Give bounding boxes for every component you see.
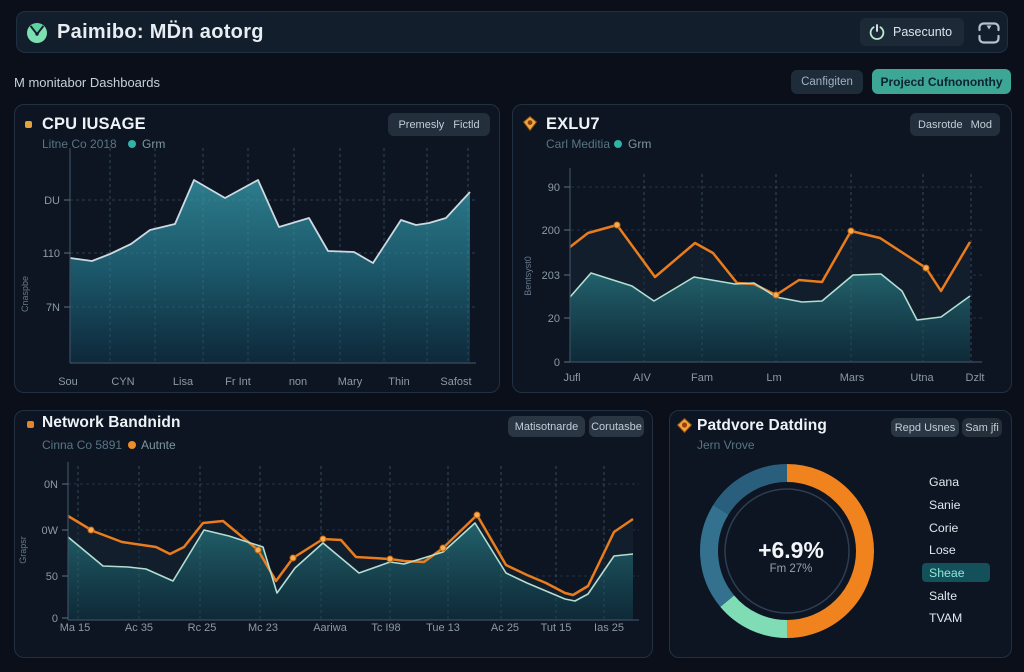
svg-text:non: non (289, 376, 307, 388)
svg-text:Rc 25: Rc 25 (188, 622, 217, 634)
svg-text:203: 203 (542, 270, 560, 282)
svg-text:Gana: Gana (929, 475, 959, 489)
svg-text:Tc I98: Tc I98 (371, 622, 400, 634)
svg-text:Thin: Thin (388, 376, 409, 388)
svg-text:Fr Int: Fr Int (225, 376, 251, 388)
svg-text:Mary: Mary (338, 376, 363, 388)
svg-text:Lm: Lm (766, 372, 781, 384)
svg-text:Sou: Sou (58, 376, 78, 388)
svg-text:50: 50 (46, 571, 58, 583)
svg-text:90: 90 (548, 182, 560, 194)
svg-text:Cnaspbe: Cnaspbe (20, 276, 30, 312)
svg-text:Fam: Fam (691, 372, 713, 384)
svg-text:+6.9%: +6.9% (758, 537, 824, 563)
svg-text:Mars: Mars (840, 372, 865, 384)
svg-text:Ias 25: Ias 25 (594, 622, 624, 634)
svg-text:DU: DU (44, 195, 60, 207)
svg-text:Ac 35: Ac 35 (125, 622, 153, 634)
svg-text:Utna: Utna (910, 372, 934, 384)
svg-text:Fm 27%: Fm 27% (770, 563, 813, 575)
svg-text:Lisa: Lisa (173, 376, 194, 388)
svg-text:Corie: Corie (929, 521, 959, 535)
svg-text:Safost: Safost (440, 376, 471, 388)
svg-text:0: 0 (52, 613, 58, 625)
svg-text:Tut 15: Tut 15 (541, 622, 572, 634)
svg-text:Ac 25: Ac 25 (491, 622, 519, 634)
svg-text:Dzlt: Dzlt (966, 372, 985, 384)
svg-text:Aariwa: Aariwa (313, 622, 348, 634)
svg-text:Ma 15: Ma 15 (60, 622, 91, 634)
svg-text:Salte: Salte (929, 589, 957, 603)
svg-text:AIV: AIV (633, 372, 651, 384)
svg-text:Mc 23: Mc 23 (248, 622, 278, 634)
svg-text:TVAM: TVAM (929, 611, 962, 625)
svg-text:Bentsyst0: Bentsyst0 (523, 256, 533, 296)
svg-text:Grapsr: Grapsr (18, 536, 28, 564)
svg-text:Sanie: Sanie (929, 498, 961, 512)
svg-text:7N: 7N (46, 302, 60, 314)
svg-text:20: 20 (548, 313, 560, 325)
svg-text:0N: 0N (44, 479, 58, 491)
svg-text:200: 200 (542, 225, 560, 237)
svg-text:110: 110 (42, 248, 60, 260)
svg-text:CYN: CYN (111, 376, 134, 388)
svg-text:0: 0 (554, 357, 560, 369)
svg-text:Sheae: Sheae (929, 566, 965, 580)
svg-text:0W: 0W (42, 525, 59, 537)
svg-text:Tue 13: Tue 13 (426, 622, 460, 634)
svg-text:Jufl: Jufl (563, 372, 580, 384)
svg-text:Lose: Lose (929, 543, 956, 557)
